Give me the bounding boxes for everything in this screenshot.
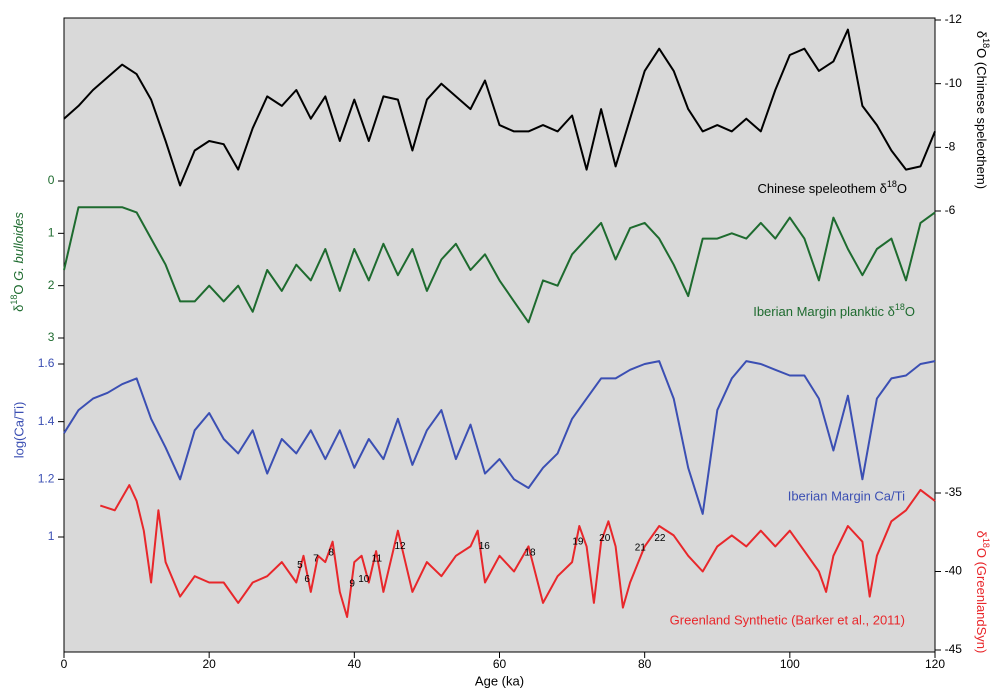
text-part: δ	[974, 531, 989, 538]
y-tick-label: 1	[48, 529, 55, 543]
x-tick-label: 60	[493, 657, 507, 671]
annotation: 7	[313, 554, 319, 565]
series-line	[63, 360, 936, 515]
text-part: O	[11, 281, 26, 295]
text-part: G. bulloides	[11, 212, 26, 281]
text-part: 18	[895, 302, 905, 312]
text-part: 18	[981, 38, 991, 48]
annotation: 12	[394, 541, 406, 552]
y-tick-label: -35	[945, 485, 963, 499]
annotation: 6	[304, 574, 310, 585]
y-tick-label: 1.4	[38, 414, 55, 428]
x-axis-label: Age (ka)	[475, 673, 524, 688]
text-part: 18	[887, 179, 897, 189]
text-part: 18	[9, 295, 19, 305]
y-axis-label: δ18O (GreenlandSyn)	[974, 531, 991, 654]
y-tick-label: -12	[945, 12, 963, 26]
text-part: 18	[981, 538, 991, 548]
annotation: 8	[328, 547, 334, 558]
text-part: Chinese speleothem δ	[757, 181, 886, 196]
y-tick-label: -10	[945, 76, 963, 90]
x-tick-label: 80	[638, 657, 652, 671]
annotation: 11	[372, 554, 383, 565]
text-part: O (GreenlandSyn)	[974, 548, 989, 654]
y-tick-label: 0	[48, 173, 55, 187]
series-label: Chinese speleothem δ18O	[757, 179, 907, 196]
annotation: 16	[479, 541, 491, 552]
series-line	[63, 206, 936, 324]
annotation: 9	[349, 579, 355, 590]
x-tick-label: 100	[780, 657, 800, 671]
y-tick-label: 1.6	[38, 356, 55, 370]
y-axis-label: δ18O (Chinese speleothem)	[974, 31, 991, 189]
x-tick-label: 0	[61, 657, 68, 671]
y-tick-label: -40	[945, 564, 963, 578]
annotation: 22	[654, 533, 666, 544]
y-tick-label: -6	[945, 203, 956, 217]
y-tick-label: 1	[48, 226, 55, 240]
y-tick-label: -45	[945, 642, 963, 656]
text-part: O (Chinese speleothem)	[974, 48, 989, 189]
annotation: 21	[635, 543, 647, 554]
annotation: 5	[297, 560, 303, 571]
annotation: 10	[358, 574, 370, 585]
y-tick-label: 1.2	[38, 472, 55, 486]
x-tick-label: 40	[348, 657, 362, 671]
x-tick-label: 120	[925, 657, 945, 671]
series-line	[99, 484, 936, 618]
y-axis-label: δ18O G. bulloides	[9, 212, 26, 312]
series-label: Iberian Margin planktic δ18O	[753, 302, 915, 319]
x-tick-label: 20	[202, 657, 216, 671]
y-tick-label: 2	[48, 278, 55, 292]
annotation: 20	[599, 533, 611, 544]
text-part: O	[905, 304, 915, 319]
y-axis-label: log(Ca/Ti)	[11, 402, 26, 459]
series-label: Greenland Synthetic (Barker et al., 2011…	[670, 612, 905, 627]
series-line	[63, 28, 936, 187]
text-part: δ	[11, 305, 26, 312]
y-tick-label: 3	[48, 330, 55, 344]
annotation: 19	[572, 536, 584, 547]
text-part: δ	[974, 31, 989, 38]
y-tick-label: -8	[945, 140, 956, 154]
annotation: 18	[524, 547, 536, 558]
text-part: Iberian Margin planktic δ	[753, 304, 895, 319]
text-part: O	[897, 181, 907, 196]
series-label: Iberian Margin Ca/Ti	[788, 488, 905, 503]
